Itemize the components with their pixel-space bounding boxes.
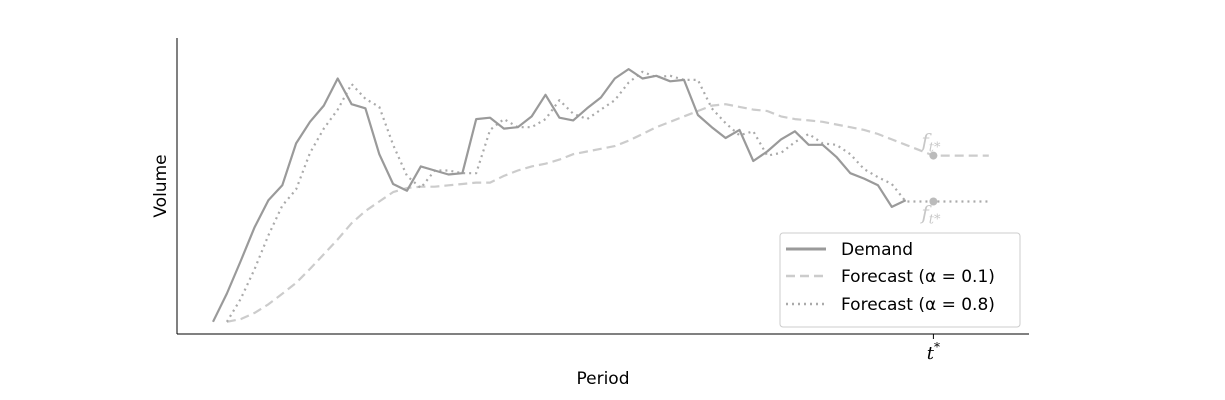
forecast-marker-1	[929, 151, 938, 160]
series-line-dashed	[226, 103, 989, 323]
legend-label-alpha01: Forecast (α = 0.1)	[841, 267, 995, 287]
annotation-label-1: ft*	[919, 129, 941, 156]
x-axis-label: Period	[576, 369, 629, 389]
series-layer	[212, 67, 989, 323]
series-line-solid	[212, 67, 907, 323]
annotation-label-2: ft*	[919, 201, 941, 228]
series-line-dotted	[225, 70, 989, 323]
marker-layer	[929, 151, 938, 206]
y-axis-label: Volume	[151, 154, 171, 217]
tick-layer: t*	[927, 334, 940, 364]
x-tick-label-1: t*	[927, 340, 940, 364]
forecast-marker-2	[929, 197, 938, 206]
legend-frame	[779, 232, 1021, 328]
legend-label-alpha08: Forecast (α = 0.8)	[841, 295, 995, 315]
legend: Demand Forecast (α = 0.1) Forecast (α = …	[779, 232, 1021, 328]
legend-label-demand: Demand	[841, 240, 913, 260]
annotation-layer: ft* ft*	[919, 129, 941, 228]
